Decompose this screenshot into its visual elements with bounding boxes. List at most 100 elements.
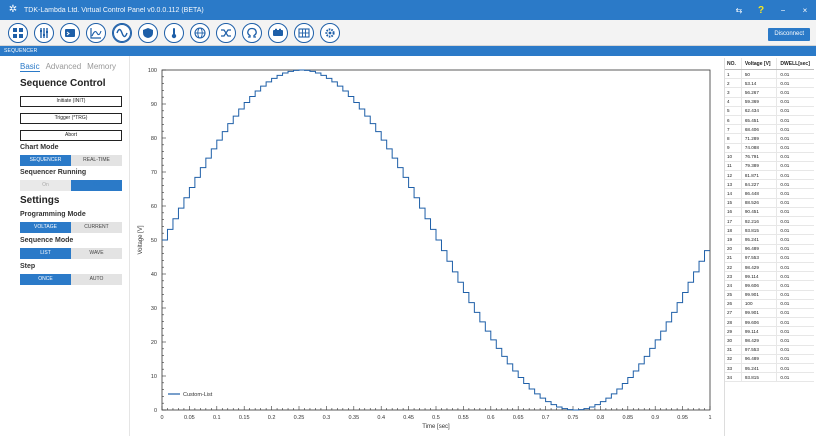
- row-voltage[interactable]: 98.429: [740, 336, 777, 345]
- row-dwell[interactable]: 0.01: [776, 272, 814, 281]
- row-voltage[interactable]: 79.389: [740, 161, 777, 171]
- omega-icon[interactable]: [242, 23, 262, 43]
- row-dwell[interactable]: 0.01: [776, 354, 814, 363]
- row-voltage[interactable]: 99.901: [740, 308, 777, 318]
- help-icon[interactable]: ?: [757, 4, 765, 16]
- row-dwell[interactable]: 0.01: [776, 106, 814, 115]
- table-row[interactable]: 20 96.489 0.01: [725, 244, 814, 254]
- row-dwell[interactable]: 0.01: [776, 336, 814, 345]
- table-row[interactable]: 28 99.606 0.01: [725, 318, 814, 328]
- table-row[interactable]: 33 95.241 0.01: [725, 364, 814, 374]
- row-dwell[interactable]: 0.01: [776, 345, 814, 354]
- dashboard-icon[interactable]: [8, 23, 28, 43]
- row-dwell[interactable]: 0.01: [776, 115, 814, 125]
- table-row[interactable]: 14 86.448 0.01: [725, 189, 814, 199]
- trigger-button[interactable]: Trigger (*TRG): [20, 113, 122, 124]
- tab-basic[interactable]: Basic: [20, 62, 40, 72]
- table-row[interactable]: 19 95.241 0.01: [725, 235, 814, 245]
- table-row[interactable]: 11 79.389 0.01: [725, 161, 814, 172]
- table-row[interactable]: 17 92.216 0.01: [725, 217, 814, 227]
- chart-icon[interactable]: [86, 23, 106, 43]
- row-voltage[interactable]: 97.553: [740, 253, 777, 262]
- row-dwell[interactable]: 0.01: [776, 290, 814, 299]
- table-row[interactable]: 22 98.429 0.01: [725, 262, 814, 273]
- thermometer-icon[interactable]: [164, 23, 184, 43]
- row-voltage[interactable]: 99.606: [740, 281, 777, 290]
- row-dwell[interactable]: 0.01: [776, 244, 814, 253]
- row-voltage[interactable]: 62.434: [740, 106, 777, 115]
- row-voltage[interactable]: 84.227: [740, 180, 777, 189]
- row-dwell[interactable]: 0.01: [776, 207, 814, 216]
- wave-option[interactable]: WAVE: [71, 248, 122, 259]
- terminal-icon[interactable]: [60, 23, 80, 43]
- globe-icon[interactable]: [190, 23, 210, 43]
- row-dwell[interactable]: 0.01: [776, 180, 814, 189]
- table-row[interactable]: 31 97.553 0.01: [725, 345, 814, 355]
- row-dwell[interactable]: 0.01: [776, 299, 814, 308]
- row-voltage[interactable]: 99.606: [740, 318, 777, 327]
- row-voltage[interactable]: 96.489: [740, 354, 777, 363]
- row-dwell[interactable]: 0.01: [776, 70, 814, 79]
- row-voltage[interactable]: 95.241: [740, 235, 777, 244]
- row-voltage[interactable]: 95.241: [740, 364, 777, 373]
- tab-memory[interactable]: Memory: [87, 62, 117, 71]
- table-row[interactable]: 25 99.901 0.01: [725, 290, 814, 300]
- table-row[interactable]: 6 65.451 0.01: [725, 115, 814, 126]
- once-option[interactable]: ONCE: [20, 274, 71, 285]
- table-row[interactable]: 24 99.606 0.01: [725, 281, 814, 291]
- row-dwell[interactable]: 0.01: [776, 79, 814, 88]
- row-dwell[interactable]: 0.01: [776, 97, 814, 106]
- row-dwell[interactable]: 0.01: [776, 253, 814, 262]
- row-dwell[interactable]: 0.01: [776, 152, 814, 161]
- row-voltage[interactable]: 56.267: [740, 88, 777, 97]
- auto-option[interactable]: AUTO: [71, 274, 122, 285]
- row-dwell[interactable]: 0.01: [776, 318, 814, 327]
- battery-icon[interactable]: [268, 23, 288, 43]
- row-voltage[interactable]: 53.14: [740, 79, 777, 88]
- row-voltage[interactable]: 74.088: [740, 143, 777, 152]
- table-row[interactable]: 8 71.289 0.01: [725, 134, 814, 144]
- disconnect-button[interactable]: Disconnect: [768, 28, 810, 41]
- list-option[interactable]: LIST: [20, 248, 71, 259]
- table-row[interactable]: 1 50 0.01: [725, 70, 814, 80]
- row-dwell[interactable]: 0.01: [776, 88, 814, 97]
- abort-button[interactable]: Abort: [20, 130, 122, 141]
- table-row[interactable]: 9 74.088 0.01: [725, 143, 814, 153]
- tab-advanced[interactable]: Advanced: [45, 62, 82, 71]
- row-voltage[interactable]: 76.791: [740, 152, 777, 161]
- table-row[interactable]: 26 100 0.01: [725, 299, 814, 309]
- voltage-option[interactable]: VOLTAGE: [20, 222, 71, 233]
- sine-wave-icon[interactable]: [112, 23, 132, 43]
- table-row[interactable]: 5 62.434 0.01: [725, 106, 814, 116]
- table-row[interactable]: 27 99.901 0.01: [725, 308, 814, 319]
- row-voltage[interactable]: 92.216: [740, 217, 777, 226]
- real-time-option[interactable]: REAL-TIME: [71, 155, 122, 166]
- table-row[interactable]: 13 84.227 0.01: [725, 180, 814, 190]
- running-off-option[interactable]: Off: [71, 180, 122, 191]
- row-dwell[interactable]: 0.01: [776, 125, 814, 134]
- swap-icon[interactable]: ⇆: [735, 5, 743, 15]
- row-dwell[interactable]: 0.01: [776, 281, 814, 290]
- row-voltage[interactable]: 93.815: [740, 226, 777, 235]
- row-voltage[interactable]: 96.489: [740, 244, 777, 253]
- equalizer-icon[interactable]: [34, 23, 54, 43]
- row-voltage[interactable]: 93.815: [740, 373, 777, 382]
- row-voltage[interactable]: 99.114: [740, 272, 777, 281]
- row-dwell[interactable]: 0.01: [776, 134, 814, 143]
- row-dwell[interactable]: 0.01: [776, 189, 814, 198]
- row-voltage[interactable]: 50: [740, 70, 777, 79]
- row-voltage[interactable]: 86.448: [740, 189, 777, 198]
- row-voltage[interactable]: 81.871: [740, 171, 777, 180]
- row-dwell[interactable]: 0.01: [776, 143, 814, 152]
- settings-icon[interactable]: [320, 23, 340, 43]
- row-dwell[interactable]: 0.01: [776, 171, 814, 180]
- table-row[interactable]: 16 90.451 0.01: [725, 207, 814, 217]
- row-dwell[interactable]: 0.01: [776, 198, 814, 207]
- row-dwell[interactable]: 0.01: [776, 161, 814, 171]
- row-voltage[interactable]: 99.114: [740, 327, 777, 336]
- row-dwell[interactable]: 0.01: [776, 226, 814, 235]
- table-row[interactable]: 2 53.14 0.01: [725, 79, 814, 89]
- row-voltage[interactable]: 90.451: [740, 207, 777, 216]
- running-on-option[interactable]: On: [20, 180, 71, 191]
- row-voltage[interactable]: 98.429: [740, 262, 777, 272]
